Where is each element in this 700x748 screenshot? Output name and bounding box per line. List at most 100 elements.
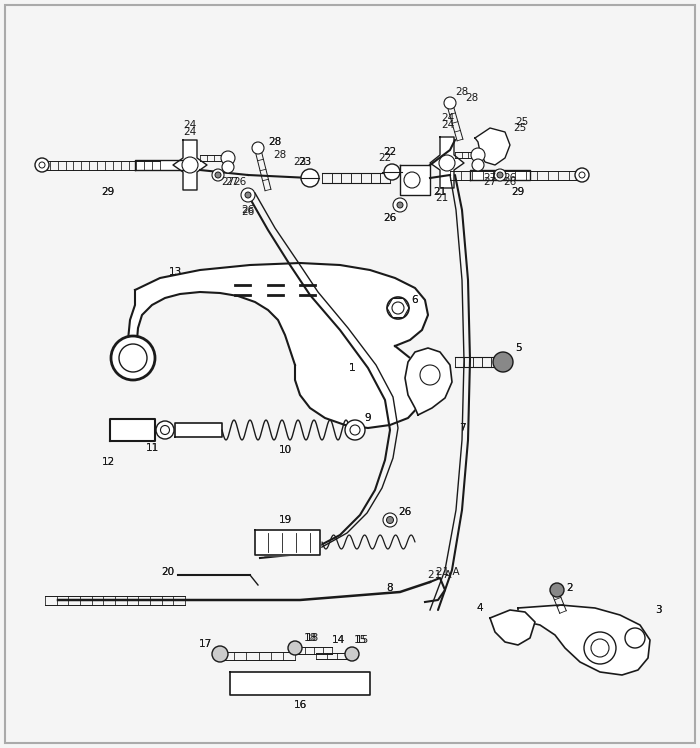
Text: 12: 12 [102,457,115,467]
Polygon shape [135,160,195,170]
Text: 21: 21 [433,187,447,197]
Text: 5: 5 [514,343,522,353]
Text: 26: 26 [241,205,255,215]
Text: 26: 26 [233,177,246,187]
Text: 18: 18 [303,633,316,643]
Circle shape [584,632,616,664]
Text: 22: 22 [384,147,397,157]
Circle shape [301,169,319,187]
Circle shape [387,297,409,319]
Text: 26: 26 [398,507,412,517]
Text: 24: 24 [442,113,454,123]
Circle shape [345,647,359,661]
Circle shape [160,426,169,435]
Polygon shape [470,170,530,180]
Circle shape [215,172,221,178]
Text: 24: 24 [183,120,197,130]
Polygon shape [405,348,452,415]
Text: 29: 29 [512,187,524,197]
Text: 29: 29 [512,187,524,197]
Text: 25: 25 [515,117,528,127]
Circle shape [212,646,228,662]
Polygon shape [430,137,464,188]
Circle shape [397,202,403,208]
Text: 26: 26 [384,213,397,223]
Circle shape [111,336,155,380]
Circle shape [471,148,485,162]
Text: 2: 2 [567,583,573,593]
Text: 24: 24 [183,127,197,137]
Text: 21 A: 21 A [436,567,460,577]
Circle shape [383,513,397,527]
Text: 28: 28 [466,93,479,103]
Text: 28: 28 [456,87,468,97]
Circle shape [35,158,49,172]
Text: 7: 7 [458,423,466,433]
Circle shape [182,157,198,173]
Text: 6: 6 [412,295,419,305]
Text: 21 A: 21 A [428,570,452,580]
Text: 19: 19 [279,515,292,525]
Text: 12: 12 [102,457,115,467]
Text: 4: 4 [477,603,483,613]
Circle shape [550,583,564,597]
Text: 26: 26 [384,213,397,223]
Circle shape [288,641,302,655]
Text: 26: 26 [503,177,517,187]
Text: 1: 1 [349,363,356,373]
Text: 10: 10 [279,445,292,455]
Text: 26: 26 [398,507,412,517]
Text: 25: 25 [513,123,526,133]
Circle shape [245,192,251,198]
Circle shape [494,169,506,181]
Circle shape [420,365,440,385]
Text: 7: 7 [458,423,466,433]
Polygon shape [518,605,650,675]
Polygon shape [490,610,535,645]
Circle shape [345,420,365,440]
Circle shape [444,97,456,109]
Text: 29: 29 [102,187,115,197]
Text: 2: 2 [567,583,573,593]
Circle shape [39,162,45,168]
Text: 11: 11 [146,443,159,453]
Text: 3: 3 [654,605,661,615]
Text: 5: 5 [514,343,522,353]
Text: 27: 27 [484,173,496,183]
Text: 6: 6 [412,295,419,305]
Circle shape [497,172,503,178]
Text: 17: 17 [198,639,211,649]
Text: 28: 28 [274,150,286,160]
Circle shape [579,172,585,178]
Circle shape [252,142,264,154]
Circle shape [221,151,235,165]
Circle shape [350,425,360,435]
Text: 26: 26 [241,207,255,217]
Circle shape [222,161,234,173]
Text: 26: 26 [503,173,517,183]
Text: 19: 19 [279,515,292,525]
Circle shape [156,421,174,439]
Text: 3: 3 [654,605,661,615]
Text: 10: 10 [279,445,292,455]
Circle shape [625,628,645,648]
Polygon shape [128,263,428,428]
Circle shape [212,169,224,181]
Circle shape [393,198,407,212]
Polygon shape [255,530,320,555]
Text: 18: 18 [305,633,318,643]
Text: 9: 9 [365,413,371,423]
Text: 13: 13 [169,267,181,277]
Circle shape [591,639,609,657]
Polygon shape [230,672,370,695]
Text: 22: 22 [379,153,391,163]
Text: 4: 4 [477,603,483,613]
Polygon shape [110,419,155,441]
Text: 24: 24 [442,120,454,130]
Text: 21: 21 [433,187,447,197]
Text: 27: 27 [484,177,496,187]
Circle shape [384,164,400,180]
Circle shape [386,517,393,524]
Text: 1: 1 [349,363,356,373]
Text: 14: 14 [331,635,344,645]
